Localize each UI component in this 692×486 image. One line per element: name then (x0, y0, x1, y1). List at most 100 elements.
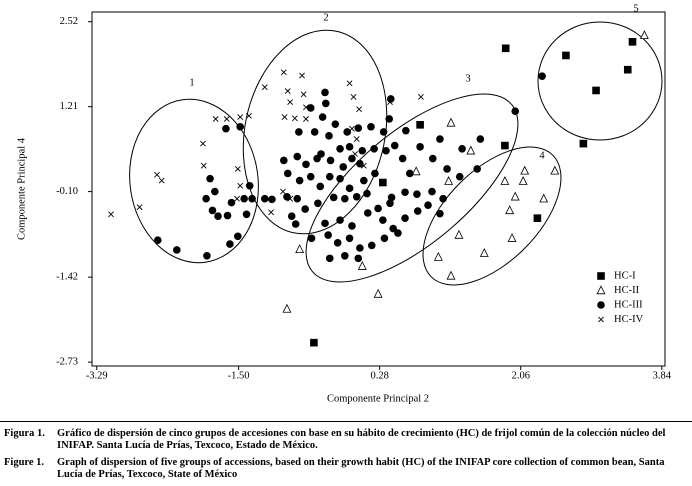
point (260, 194, 269, 203)
caption-en: Figure 1. Graph of dispersion of five gr… (4, 457, 690, 481)
point (505, 205, 515, 215)
point (321, 99, 330, 108)
point (318, 113, 327, 121)
point (336, 216, 344, 224)
point (424, 201, 432, 210)
point (356, 106, 363, 113)
x-tick-label: -1.50 (228, 370, 250, 381)
point (454, 229, 464, 239)
point (321, 219, 329, 228)
point (386, 199, 394, 208)
point (401, 188, 409, 197)
point (242, 210, 251, 219)
point (136, 204, 143, 211)
point (325, 172, 334, 181)
cluster-ellipse (537, 21, 663, 141)
point (325, 132, 333, 140)
point (360, 176, 368, 185)
point (507, 233, 517, 242)
point (301, 205, 309, 213)
point (293, 152, 302, 161)
point (358, 146, 367, 155)
point (295, 244, 305, 253)
y-tick-label: -2.73 (56, 357, 78, 368)
point (173, 246, 181, 254)
point (223, 116, 230, 122)
point (379, 216, 387, 224)
point (336, 174, 344, 183)
point (287, 212, 296, 221)
caption-text: Gráfico de dispersión de cinco grupos de… (57, 428, 666, 451)
point (354, 124, 363, 132)
point (416, 143, 424, 151)
point (379, 178, 387, 187)
point (446, 270, 456, 280)
point (348, 222, 356, 230)
point (279, 156, 288, 165)
point (373, 288, 383, 298)
point (324, 231, 332, 239)
point (623, 65, 632, 74)
point (268, 195, 276, 204)
point (341, 251, 349, 260)
point (302, 160, 310, 169)
y-tick-label: -0.10 (56, 186, 78, 197)
point (234, 195, 240, 202)
point (237, 114, 244, 120)
point (349, 125, 355, 132)
point (371, 169, 379, 178)
point (352, 192, 361, 201)
point (538, 72, 546, 80)
point (428, 154, 437, 163)
caption-rule (0, 421, 692, 422)
y-tick-label: -1.42 (56, 272, 78, 283)
point (333, 239, 342, 247)
caption-label: Figura 1. (4, 428, 45, 439)
point (211, 187, 219, 196)
point (291, 220, 300, 228)
point (479, 247, 489, 257)
point (413, 207, 422, 215)
y-axis-label: Componente Principal 4 (16, 137, 27, 240)
cluster-ellipse (129, 98, 259, 264)
point (352, 151, 359, 157)
point (240, 194, 248, 203)
point (401, 214, 409, 222)
point (363, 189, 371, 198)
x-tick-label: 2.06 (512, 370, 530, 381)
point (389, 224, 397, 233)
point (444, 176, 454, 185)
point (353, 136, 360, 142)
point (356, 244, 364, 252)
point (364, 209, 372, 217)
cluster-label: 4 (539, 150, 545, 161)
point (413, 190, 421, 198)
cluster-label: 5 (633, 3, 638, 14)
point (380, 234, 389, 243)
point (283, 169, 292, 178)
cluster-label: 3 (465, 73, 470, 84)
point (227, 198, 236, 207)
point (501, 141, 509, 150)
point (348, 154, 356, 163)
point (234, 232, 242, 241)
point (212, 116, 219, 122)
legend-marker (598, 316, 604, 323)
point (202, 194, 210, 203)
point (345, 234, 354, 243)
point (390, 141, 399, 150)
point (321, 88, 329, 97)
point (428, 187, 436, 196)
point (346, 80, 353, 87)
point (455, 172, 464, 181)
point (406, 169, 414, 178)
point (237, 182, 244, 189)
cluster-label: 2 (323, 12, 328, 23)
legend-label: HC-IV (614, 314, 644, 325)
point (336, 145, 344, 153)
point (341, 194, 349, 203)
point (458, 145, 466, 153)
point (236, 122, 245, 131)
point (639, 30, 649, 40)
point (314, 199, 322, 208)
